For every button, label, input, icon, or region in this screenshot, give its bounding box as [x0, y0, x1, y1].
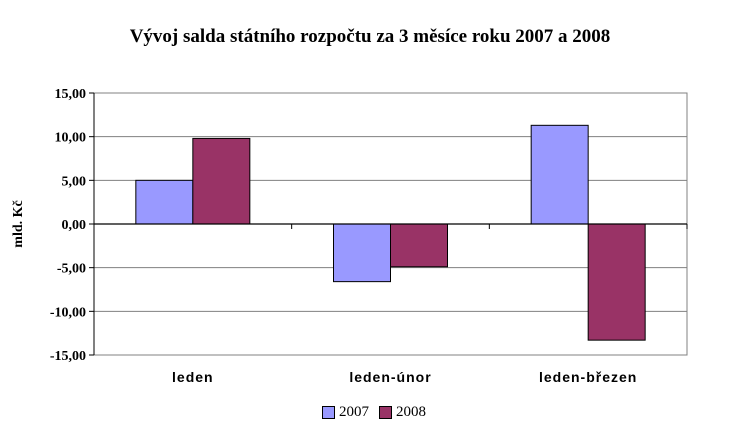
chart-title: Vývoj salda státního rozpočtu za 3 měsíc… — [129, 26, 611, 47]
bar-2007-2 — [333, 223, 391, 283]
x-category-label: leden-březen — [539, 369, 637, 385]
legend-swatch-2007 — [322, 406, 335, 419]
bar-2008-3 — [587, 223, 646, 341]
y-tick-label: 10,00 — [55, 131, 87, 146]
legend-swatch-2008 — [379, 406, 392, 419]
y-tick-label: 15,00 — [55, 87, 87, 102]
legend-label-2008: 2008 — [396, 404, 426, 420]
legend-item-2007: 2007 — [322, 404, 369, 421]
legend-label-2007: 2007 — [339, 404, 369, 420]
y-tick-label: -5,00 — [57, 262, 86, 277]
y-tick-label: -15,00 — [50, 349, 86, 364]
legend-item-2008: 2008 — [379, 404, 426, 421]
bar-2007-1 — [135, 179, 194, 225]
bar-2007-3 — [530, 124, 589, 225]
bar-2008-2 — [390, 223, 448, 268]
legend: 2007 2008 — [322, 404, 436, 421]
bar-2008-1 — [192, 137, 251, 225]
y-tick-label: 5,00 — [62, 174, 87, 189]
x-category-label: leden-únor — [349, 369, 431, 385]
y-tick-label: 0,00 — [62, 218, 87, 233]
y-tick-label: -10,00 — [50, 305, 86, 320]
y-axis-label: mld. Kč — [11, 200, 26, 247]
x-category-label: leden — [172, 369, 214, 385]
